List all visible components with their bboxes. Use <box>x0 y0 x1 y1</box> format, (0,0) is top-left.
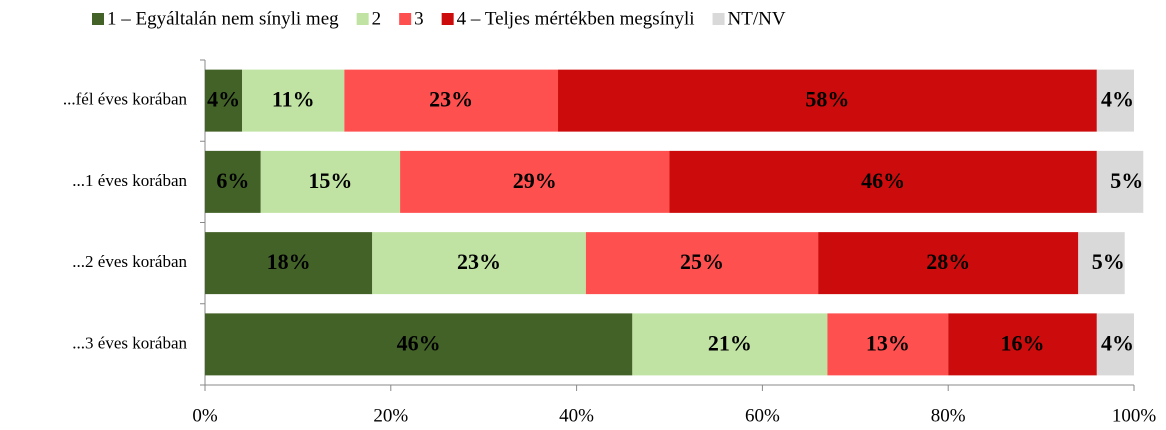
legend-label: NT/NV <box>728 8 786 29</box>
legend-swatch <box>399 13 412 25</box>
x-tick-label: 20% <box>373 405 408 426</box>
data-label: 6% <box>216 168 249 193</box>
data-label: 16% <box>1001 330 1045 355</box>
data-label: 23% <box>457 249 501 274</box>
bar-segment <box>1096 313 1134 376</box>
data-label: 25% <box>680 249 724 274</box>
data-label: 4% <box>1101 330 1134 355</box>
data-label: 23% <box>429 87 473 112</box>
x-tick-label: 80% <box>931 405 966 426</box>
x-tick-label: 100% <box>1112 405 1157 426</box>
x-tick-label: 0% <box>192 405 218 426</box>
bar-segment <box>818 232 1079 295</box>
bar-segment <box>558 69 1097 132</box>
bar-segment <box>400 150 670 213</box>
legend-swatch <box>441 13 454 25</box>
data-label: 5% <box>1110 168 1143 193</box>
legend-label: 4 – Teljes mértékben megsínyli <box>457 8 695 29</box>
y-tick-label: ...1 éves korában <box>72 171 187 190</box>
data-label: 13% <box>866 330 910 355</box>
y-tick-label: ...fél éves korában <box>63 90 188 109</box>
bar-segment <box>1096 150 1144 213</box>
data-label: 11% <box>272 87 315 112</box>
data-label: 29% <box>513 168 557 193</box>
data-label: 21% <box>708 330 752 355</box>
bar-segment <box>948 313 1097 376</box>
legend-swatch <box>712 13 725 25</box>
legend-swatch <box>92 13 104 25</box>
data-label: 58% <box>805 87 849 112</box>
legend-label: 2 <box>372 8 382 29</box>
data-label: 28% <box>926 249 970 274</box>
data-label: 4% <box>207 87 240 112</box>
x-tick-label: 40% <box>559 405 594 426</box>
bar-segment <box>372 232 586 295</box>
bar-segment <box>205 232 373 295</box>
bar-segment <box>242 69 345 132</box>
bar-segment <box>205 69 243 132</box>
y-tick-label: ...2 éves korában <box>72 252 187 271</box>
legend-label: 1 – Egyáltalán nem sínyli meg <box>107 8 339 29</box>
data-label: 46% <box>861 168 905 193</box>
legend-swatch <box>356 13 369 25</box>
data-label: 4% <box>1101 87 1134 112</box>
bar-segment <box>205 313 633 376</box>
legend-label: 3 <box>414 8 424 29</box>
bar-segment <box>669 150 1097 213</box>
bar-segment <box>205 150 261 213</box>
data-label: 18% <box>267 249 311 274</box>
y-tick-label: ...3 éves korában <box>72 333 187 352</box>
bar-segment <box>1096 69 1134 132</box>
data-label: 15% <box>308 168 352 193</box>
data-label: 5% <box>1092 249 1125 274</box>
bar-segment <box>585 232 819 295</box>
bar-segment <box>260 150 401 213</box>
bar-segment <box>1078 232 1125 295</box>
data-label: 46% <box>397 330 441 355</box>
x-tick-label: 60% <box>745 405 780 426</box>
bar-segment <box>827 313 949 376</box>
bar-segment <box>632 313 828 376</box>
bar-segment <box>344 69 559 132</box>
legend: 1 – Egyáltalán nem sínyli meg 2 3 4 – Telje… <box>92 8 786 29</box>
